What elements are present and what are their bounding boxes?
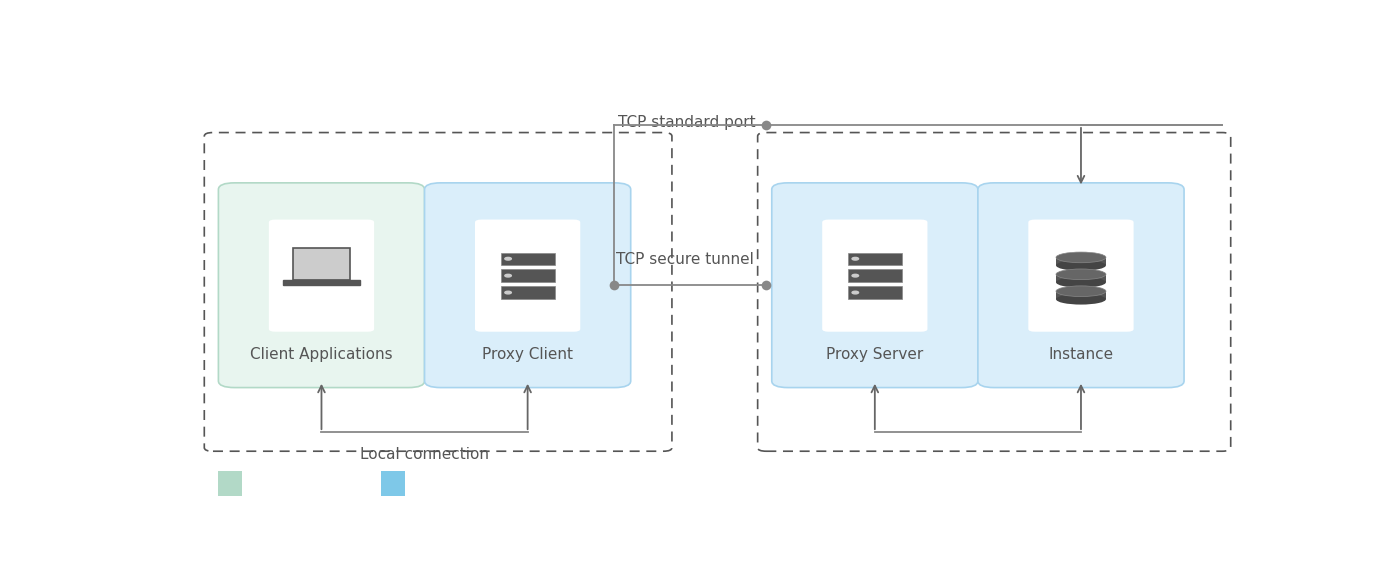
Text: Instance: Instance bbox=[1049, 347, 1113, 362]
Bar bbox=[1056, 291, 1106, 299]
FancyBboxPatch shape bbox=[822, 220, 927, 332]
FancyBboxPatch shape bbox=[501, 286, 554, 299]
Text: Proxy Client: Proxy Client bbox=[482, 347, 573, 362]
Ellipse shape bbox=[1056, 260, 1106, 271]
Ellipse shape bbox=[1056, 252, 1106, 263]
Ellipse shape bbox=[1056, 277, 1106, 288]
Circle shape bbox=[853, 257, 858, 260]
Circle shape bbox=[505, 291, 511, 294]
FancyBboxPatch shape bbox=[1029, 220, 1134, 332]
FancyBboxPatch shape bbox=[977, 183, 1184, 388]
Circle shape bbox=[853, 291, 858, 294]
Circle shape bbox=[853, 275, 858, 277]
FancyBboxPatch shape bbox=[847, 286, 902, 299]
Text: Proxy Server: Proxy Server bbox=[826, 347, 924, 362]
FancyBboxPatch shape bbox=[847, 253, 902, 265]
Text: TCP secure tunnel: TCP secure tunnel bbox=[616, 253, 753, 268]
Bar bbox=[283, 280, 360, 285]
Bar bbox=[1056, 275, 1106, 282]
Ellipse shape bbox=[1056, 294, 1106, 305]
Bar bbox=[293, 249, 350, 280]
FancyBboxPatch shape bbox=[501, 253, 554, 265]
FancyBboxPatch shape bbox=[501, 269, 554, 282]
FancyBboxPatch shape bbox=[269, 220, 374, 332]
Ellipse shape bbox=[1056, 269, 1106, 280]
FancyBboxPatch shape bbox=[771, 183, 977, 388]
Circle shape bbox=[505, 257, 511, 260]
FancyBboxPatch shape bbox=[475, 220, 580, 332]
Bar bbox=[1056, 257, 1106, 265]
Ellipse shape bbox=[1056, 286, 1106, 297]
Text: TCP standard port: TCP standard port bbox=[617, 115, 756, 130]
Bar bbox=[218, 471, 242, 495]
FancyBboxPatch shape bbox=[218, 183, 424, 388]
Text: Local connection: Local connection bbox=[360, 447, 489, 462]
FancyBboxPatch shape bbox=[847, 269, 902, 282]
Circle shape bbox=[505, 275, 511, 277]
Bar bbox=[381, 471, 405, 495]
Text: Client Applications: Client Applications bbox=[251, 347, 393, 362]
FancyBboxPatch shape bbox=[424, 183, 630, 388]
